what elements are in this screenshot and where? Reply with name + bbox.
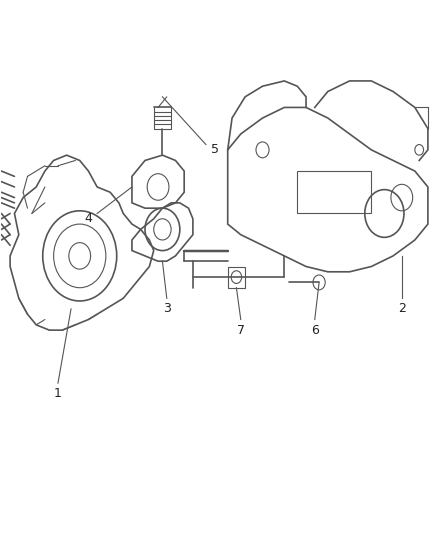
Text: 2: 2 [398,302,406,316]
Text: 1: 1 [54,387,62,400]
Text: 4: 4 [85,212,92,225]
Text: 3: 3 [163,302,171,316]
Text: 5: 5 [211,143,219,156]
Text: 7: 7 [237,324,245,337]
Text: 6: 6 [311,324,319,337]
